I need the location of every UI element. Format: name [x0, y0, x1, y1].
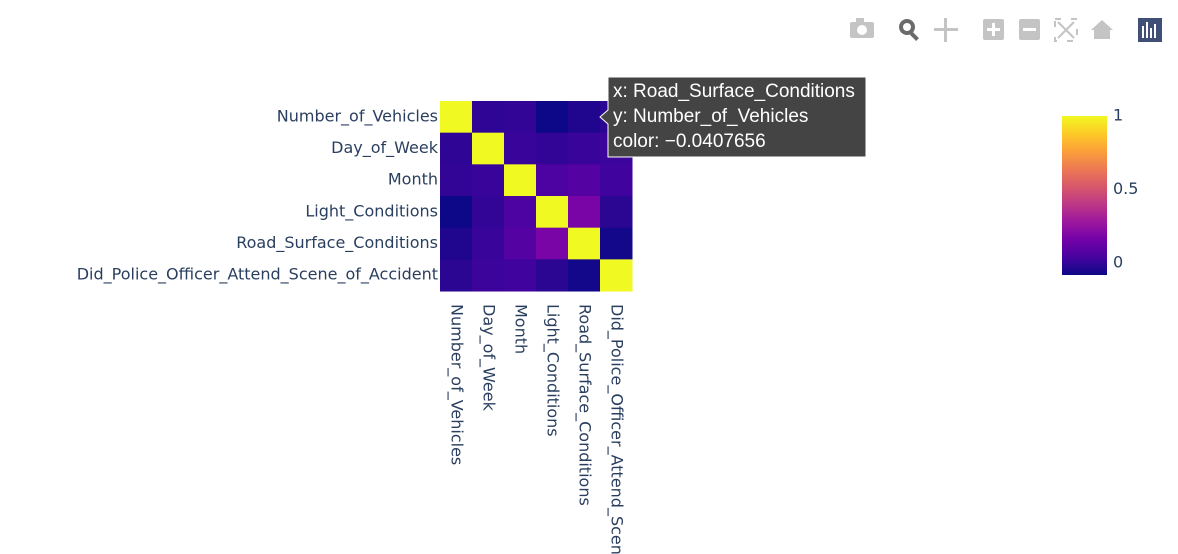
heatmap-cell — [536, 101, 569, 134]
heatmap-cell — [504, 164, 537, 197]
tooltip-line: y: Number_of_Vehicles — [613, 106, 808, 127]
x-tick-label: Light_Conditions — [543, 304, 563, 437]
heatmap-cell — [568, 101, 601, 134]
heatmap-cell — [568, 196, 601, 229]
heatmap-cell — [536, 196, 569, 229]
heatmap-cell — [440, 259, 473, 292]
y-tick-label: Light_Conditions — [305, 201, 438, 221]
heatmap-cell — [472, 164, 505, 197]
autoscale-button[interactable] — [1054, 18, 1078, 42]
tooltip-line: x: Road_Surface_Conditions — [613, 81, 855, 102]
y-tick-label: Number_of_Vehicles — [277, 106, 438, 126]
tooltip-line: color: −0.0407656 — [613, 131, 766, 152]
heatmap-cell — [600, 259, 633, 292]
x-tick-label: Did_Police_Officer_Attend_Scene_of_Accid… — [607, 304, 627, 554]
heatmap-cell — [568, 259, 601, 292]
heatmap-cell — [440, 164, 473, 197]
heatmap-cell — [568, 132, 601, 165]
reset-button[interactable] — [1091, 20, 1113, 39]
x-tick-label: Number_of_Vehicles — [447, 304, 467, 465]
colorbar-tick-label: 0.5 — [1113, 179, 1138, 198]
y-tick-label: Road_Surface_Conditions — [236, 233, 438, 253]
zoom-button[interactable] — [899, 19, 919, 41]
heatmap-cell — [472, 101, 505, 134]
heatmap-cell — [440, 196, 473, 229]
y-tick-label: Did_Police_Officer_Attend_Scene_of_Accid… — [77, 265, 438, 285]
colorbar — [1062, 116, 1107, 275]
pan-button[interactable] — [934, 18, 958, 42]
heatmap-cell — [440, 132, 473, 165]
heatmap-cell — [536, 227, 569, 260]
heatmap-cell — [568, 164, 601, 197]
heatmap-cell — [472, 132, 505, 165]
zoom-in-button[interactable] — [983, 19, 1004, 40]
tooltip: x: Road_Surface_Conditions y: Number_of_… — [599, 76, 867, 158]
y-tick-label: Month — [388, 170, 438, 189]
heatmap-cell — [504, 132, 537, 165]
heatmap-cell — [472, 227, 505, 260]
heatmap-cell — [600, 227, 633, 260]
heatmap-cell — [440, 227, 473, 260]
x-tick-label: Month — [512, 304, 531, 354]
heatmap-cell — [536, 259, 569, 292]
heatmap-cell — [472, 196, 505, 229]
camera-button[interactable] — [850, 18, 874, 38]
heatmap-cell — [504, 101, 537, 134]
heatmap-cell — [472, 259, 505, 292]
colorbar-tick-label: 1 — [1113, 106, 1123, 125]
x-tick-label: Road_Surface_Conditions — [575, 304, 595, 506]
colorbar-tick-label: 0 — [1113, 253, 1123, 272]
plotly-logo[interactable] — [1138, 18, 1162, 42]
tooltip-box — [599, 76, 867, 158]
heatmap-cell — [600, 164, 633, 197]
zoom-out-button[interactable] — [1019, 19, 1040, 40]
modebar — [850, 18, 1162, 42]
x-tick-label: Day_of_Week — [479, 304, 499, 412]
heatmap-cell — [536, 164, 569, 197]
heatmap-cell — [568, 227, 601, 260]
heatmap-cell — [536, 132, 569, 165]
y-tick-label: Day_of_Week — [331, 138, 439, 158]
heatmap-cell — [504, 196, 537, 229]
heatmap-cell — [504, 259, 537, 292]
heatmap-cell — [504, 227, 537, 260]
heatmap-cell — [600, 196, 633, 229]
heatmap-cell — [440, 101, 473, 134]
